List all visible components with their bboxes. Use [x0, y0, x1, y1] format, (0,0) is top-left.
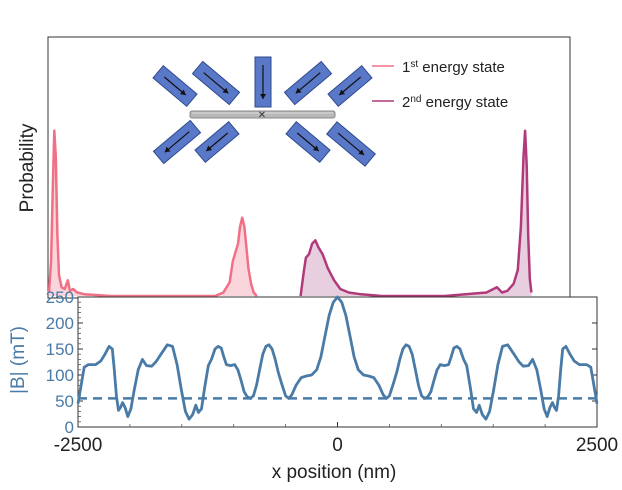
nanomagnet	[152, 119, 202, 165]
magnetization-arrow	[203, 72, 229, 94]
magnetization-arrowhead	[295, 87, 302, 94]
y-tick-label: 50	[55, 392, 74, 411]
magnetization-arrow	[164, 131, 190, 153]
x-axis-label: x position (nm)	[272, 462, 397, 483]
magnetization-arrowhead	[260, 94, 266, 99]
probability-line-2	[299, 129, 533, 298]
magnetization-arrow	[295, 72, 321, 94]
y-tick-label: 150	[46, 340, 74, 359]
magnetization-arrowhead	[358, 149, 365, 155]
y-tick-label: 100	[46, 366, 74, 385]
x-tick-label: 2500	[576, 435, 618, 456]
legend-label-2-main: 2	[402, 94, 410, 111]
nanomagnet	[326, 121, 376, 167]
legend-label-1-rest: energy state	[418, 59, 505, 76]
nanomagnet	[152, 65, 198, 107]
probability-area-2	[300, 130, 532, 296]
probability-plot-area	[47, 129, 533, 298]
nanomagnet	[194, 121, 240, 163]
field-panel-background	[77, 296, 598, 428]
legend-label-2-rest: energy state	[421, 94, 508, 111]
nanomagnet	[191, 60, 241, 106]
legend-label-2-sup: nd	[410, 94, 421, 105]
nanomagnet-inset-diagram: ✕	[152, 56, 376, 167]
nanomagnet	[254, 56, 272, 108]
field-axis-label: |B| (mT)	[8, 326, 29, 394]
inset-center-marker: ✕	[258, 110, 266, 121]
legend-label-1-main: 1	[402, 59, 410, 76]
magnetization-arrowhead	[164, 146, 171, 153]
y-tick-label: 200	[46, 314, 74, 333]
y-tick-label: 0	[65, 418, 74, 437]
legend-label-1: 1st energy state	[402, 59, 505, 77]
probability-line-1	[47, 129, 258, 298]
y-tick-label: 250	[46, 288, 74, 307]
x-tick-label: 0	[332, 435, 343, 456]
nanomagnet	[285, 121, 331, 163]
legend-label-1-sup: st	[410, 59, 418, 70]
magnetization-arrowhead	[222, 87, 229, 94]
legend: 1st energy state 2nd energy state	[372, 59, 508, 112]
magnetization-arrowhead	[179, 89, 186, 95]
probability-axis-label: Probability	[17, 123, 38, 212]
x-tick-label: -2500	[54, 435, 103, 456]
probability-area-1	[49, 130, 257, 296]
field-magnitude-line	[76, 295, 599, 421]
nanomagnet	[327, 65, 373, 107]
magnetization-arrowhead	[339, 89, 346, 95]
magnetization-arrowhead	[312, 145, 319, 151]
magnetization-arrow	[337, 132, 365, 156]
magnetization-arrowhead	[206, 145, 213, 151]
legend-label-2: 2nd energy state	[402, 94, 508, 112]
nanomagnet	[283, 60, 333, 106]
